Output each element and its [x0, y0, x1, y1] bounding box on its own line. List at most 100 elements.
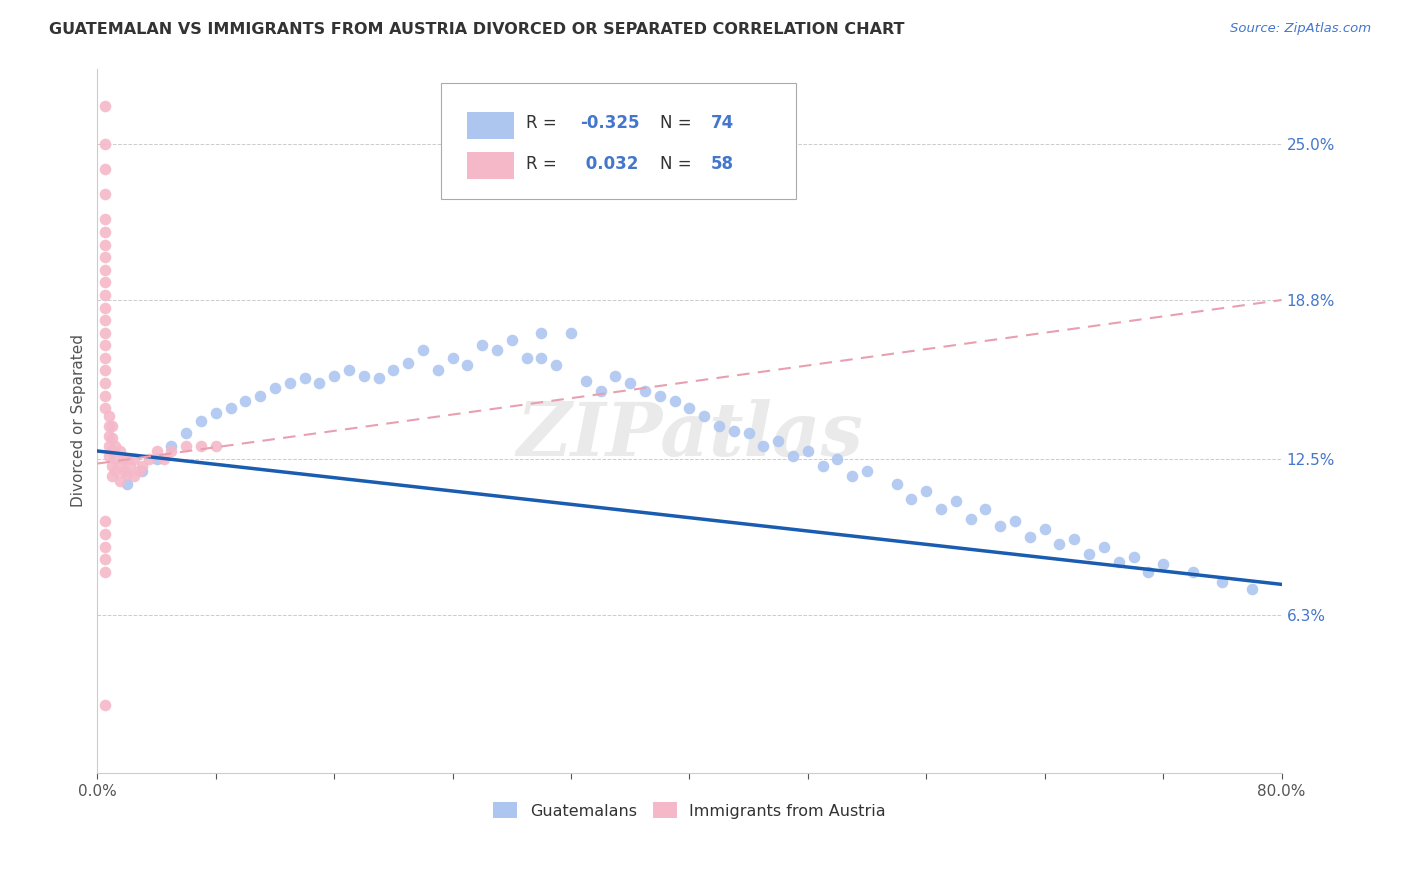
Point [664, 393, 686, 408]
Text: GUATEMALAN VS IMMIGRANTS FROM AUSTRIA DIVORCED OR SEPARATED CORRELATION CHART: GUATEMALAN VS IMMIGRANTS FROM AUSTRIA DI… [49, 22, 904, 37]
Text: 74: 74 [711, 114, 734, 133]
Y-axis label: Divorced or Separated: Divorced or Separated [72, 334, 86, 508]
Point [530, 351, 553, 365]
Point [160, 444, 183, 458]
Point [98, 439, 121, 453]
Point [1092, 540, 1115, 554]
Point [94, 351, 117, 365]
Point [782, 449, 804, 463]
Point [115, 476, 138, 491]
Point [693, 409, 716, 423]
Point [294, 371, 316, 385]
Point [1018, 530, 1040, 544]
Point [1211, 574, 1233, 589]
Point [308, 376, 330, 390]
Point [204, 406, 226, 420]
Point [516, 351, 538, 365]
Point [94, 527, 117, 541]
Point [1108, 555, 1130, 569]
Point [471, 338, 494, 352]
Point [94, 237, 117, 252]
Point [797, 444, 820, 458]
FancyBboxPatch shape [467, 112, 515, 139]
Text: R =: R = [526, 114, 562, 133]
Point [94, 338, 117, 352]
Point [104, 439, 127, 453]
Legend: Guatemalans, Immigrants from Austria: Guatemalans, Immigrants from Austria [486, 796, 893, 825]
Text: R =: R = [526, 154, 562, 173]
Point [945, 494, 967, 508]
Point [1240, 582, 1263, 597]
Point [94, 552, 117, 566]
Point [94, 376, 117, 390]
Point [153, 451, 176, 466]
Point [145, 444, 167, 458]
Point [841, 469, 863, 483]
Text: -0.325: -0.325 [581, 114, 640, 133]
Point [1181, 565, 1204, 579]
Point [546, 359, 568, 373]
Point [648, 389, 671, 403]
Point [101, 459, 124, 474]
Point [128, 464, 150, 478]
Point [94, 401, 117, 416]
Text: ZIPatlas: ZIPatlas [516, 399, 863, 471]
Text: N =: N = [659, 114, 697, 133]
Point [131, 464, 153, 478]
Point [98, 409, 121, 423]
Point [124, 451, 146, 466]
Point [1122, 549, 1144, 564]
Text: 0.032: 0.032 [581, 154, 638, 173]
Point [104, 451, 127, 466]
Point [382, 363, 405, 377]
Point [827, 451, 849, 466]
Point [915, 484, 938, 499]
Point [94, 363, 117, 377]
Point [94, 389, 117, 403]
Point [94, 99, 117, 113]
Point [974, 501, 997, 516]
Point [94, 698, 117, 713]
Point [264, 381, 287, 395]
Point [98, 449, 121, 463]
Point [104, 464, 127, 478]
FancyBboxPatch shape [467, 153, 515, 179]
Point [323, 368, 346, 383]
Point [396, 356, 419, 370]
Point [575, 374, 598, 388]
Point [886, 476, 908, 491]
Text: Source: ZipAtlas.com: Source: ZipAtlas.com [1230, 22, 1371, 36]
Point [811, 459, 834, 474]
Point [174, 439, 197, 453]
Point [118, 459, 141, 474]
Point [219, 401, 242, 416]
Point [634, 384, 657, 398]
Text: 58: 58 [711, 154, 734, 173]
Point [353, 368, 375, 383]
Point [1004, 515, 1026, 529]
Point [101, 418, 124, 433]
Point [589, 384, 612, 398]
Point [501, 333, 523, 347]
Point [560, 326, 582, 340]
Point [112, 464, 135, 478]
Point [249, 389, 271, 403]
Point [101, 444, 124, 458]
Point [115, 451, 138, 466]
Point [131, 459, 153, 474]
Point [94, 313, 117, 327]
Point [94, 276, 117, 290]
Point [856, 464, 879, 478]
Point [441, 351, 464, 365]
Point [752, 439, 775, 453]
Point [530, 326, 553, 340]
Point [101, 469, 124, 483]
Point [278, 376, 301, 390]
Point [94, 187, 117, 202]
Point [412, 343, 434, 358]
Point [94, 288, 117, 302]
Text: N =: N = [659, 154, 697, 173]
Point [94, 301, 117, 315]
Point [707, 418, 730, 433]
Point [94, 162, 117, 177]
